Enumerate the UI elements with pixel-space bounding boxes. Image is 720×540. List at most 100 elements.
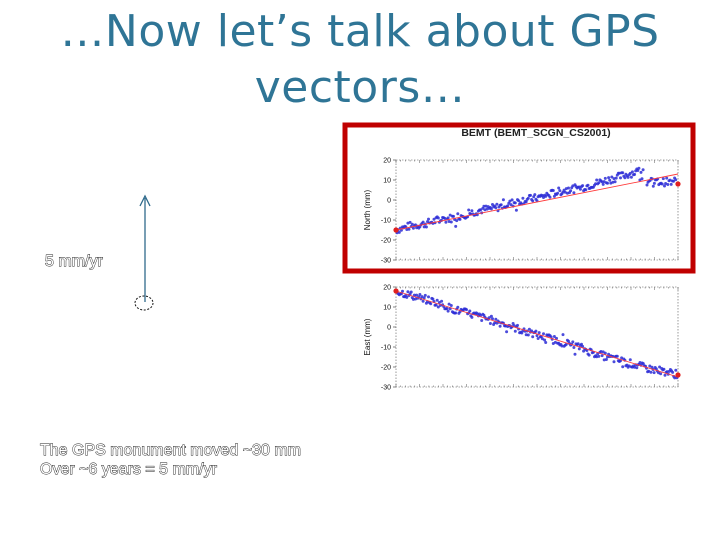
data-point <box>542 332 545 336</box>
data-point <box>573 352 577 356</box>
data-point <box>517 199 521 203</box>
y-tick-label: 20 <box>383 158 391 165</box>
data-point <box>449 304 453 307</box>
data-point <box>551 189 555 192</box>
vector-scale-label: 5 mm/yr <box>45 253 104 271</box>
data-point <box>498 324 502 328</box>
data-point <box>431 297 435 301</box>
data-point <box>521 196 525 200</box>
data-point <box>665 176 669 180</box>
data-point <box>645 183 649 187</box>
data-point <box>509 203 513 207</box>
data-point <box>534 329 538 333</box>
data-point <box>470 209 474 213</box>
data-point <box>556 191 560 195</box>
data-point <box>456 212 460 216</box>
north-highlight-box <box>342 122 696 274</box>
data-point <box>600 354 604 358</box>
data-point <box>548 195 552 199</box>
data-point <box>630 170 634 174</box>
data-point <box>544 341 548 344</box>
data-point <box>411 226 415 230</box>
data-point <box>577 347 581 351</box>
data-point <box>635 366 639 370</box>
data-point <box>513 329 517 333</box>
data-point <box>533 193 537 197</box>
data-point <box>494 317 498 321</box>
data-point <box>537 331 541 335</box>
data-point <box>505 330 509 334</box>
data-point <box>673 376 677 380</box>
arrow-head-icon <box>139 194 151 207</box>
data-point <box>587 353 591 357</box>
data-point <box>604 358 608 361</box>
data-point <box>660 182 664 186</box>
data-point <box>452 214 455 218</box>
data-point <box>530 329 534 333</box>
data-point <box>397 230 401 234</box>
data-point <box>650 365 654 369</box>
data-point <box>639 170 643 174</box>
endpoint-marker <box>675 372 681 378</box>
data-point <box>491 317 494 321</box>
data-point <box>405 295 409 299</box>
trend-line <box>395 290 679 378</box>
data-point <box>458 217 462 221</box>
data-point <box>467 208 471 212</box>
data-point <box>666 183 670 186</box>
y-tick-label: -30 <box>381 385 391 392</box>
plot-title: BEMT (BEMT_SCGN_CS2001) <box>461 127 610 139</box>
data-point <box>641 362 645 366</box>
data-point <box>663 373 667 377</box>
data-point <box>628 358 632 362</box>
data-point <box>422 296 426 300</box>
gps-timeseries-figure: BEMT (BEMT_SCGN_CS2001) 20 10 0 -10 -20 -30 No… <box>342 122 696 392</box>
data-point <box>454 224 458 228</box>
data-point <box>672 179 675 183</box>
data-point <box>526 333 530 337</box>
data-point <box>663 184 666 188</box>
data-point <box>446 309 450 313</box>
data-point <box>527 327 531 331</box>
data-point <box>640 177 644 181</box>
data-point <box>651 184 655 188</box>
data-point <box>489 207 493 211</box>
data-point <box>516 323 519 327</box>
data-point <box>409 290 413 294</box>
data-point <box>674 368 678 372</box>
data-point <box>526 196 530 200</box>
data-point <box>405 228 409 231</box>
data-point <box>552 194 556 198</box>
data-point <box>561 333 565 337</box>
data-point <box>606 181 609 185</box>
data-point <box>619 176 622 180</box>
data-point <box>610 175 614 179</box>
data-point <box>629 175 633 179</box>
data-point <box>555 336 558 340</box>
data-point <box>422 225 426 229</box>
y-tick-label: 10 <box>383 305 391 312</box>
data-point <box>623 176 627 180</box>
y-tick-label: 0 <box>387 325 391 332</box>
data-point <box>427 295 430 299</box>
data-point <box>628 171 632 175</box>
data-point <box>652 181 656 185</box>
data-point <box>674 178 678 182</box>
data-point <box>607 176 611 180</box>
data-point <box>603 351 607 355</box>
data-point <box>434 303 438 307</box>
data-point <box>597 181 601 185</box>
trend-line <box>395 173 679 231</box>
data-point <box>536 337 540 340</box>
data-point <box>445 307 449 310</box>
data-point <box>479 208 483 212</box>
endpoint-marker <box>393 227 399 233</box>
caption-line-2: Over ~6 years = 5 mm/yr <box>40 461 218 479</box>
data-point <box>613 180 617 184</box>
y-tick-label: -20 <box>381 238 391 245</box>
data-point <box>421 220 425 224</box>
data-point <box>626 175 630 179</box>
data-point <box>488 322 492 325</box>
data-point <box>418 293 422 296</box>
data-point <box>415 293 419 297</box>
